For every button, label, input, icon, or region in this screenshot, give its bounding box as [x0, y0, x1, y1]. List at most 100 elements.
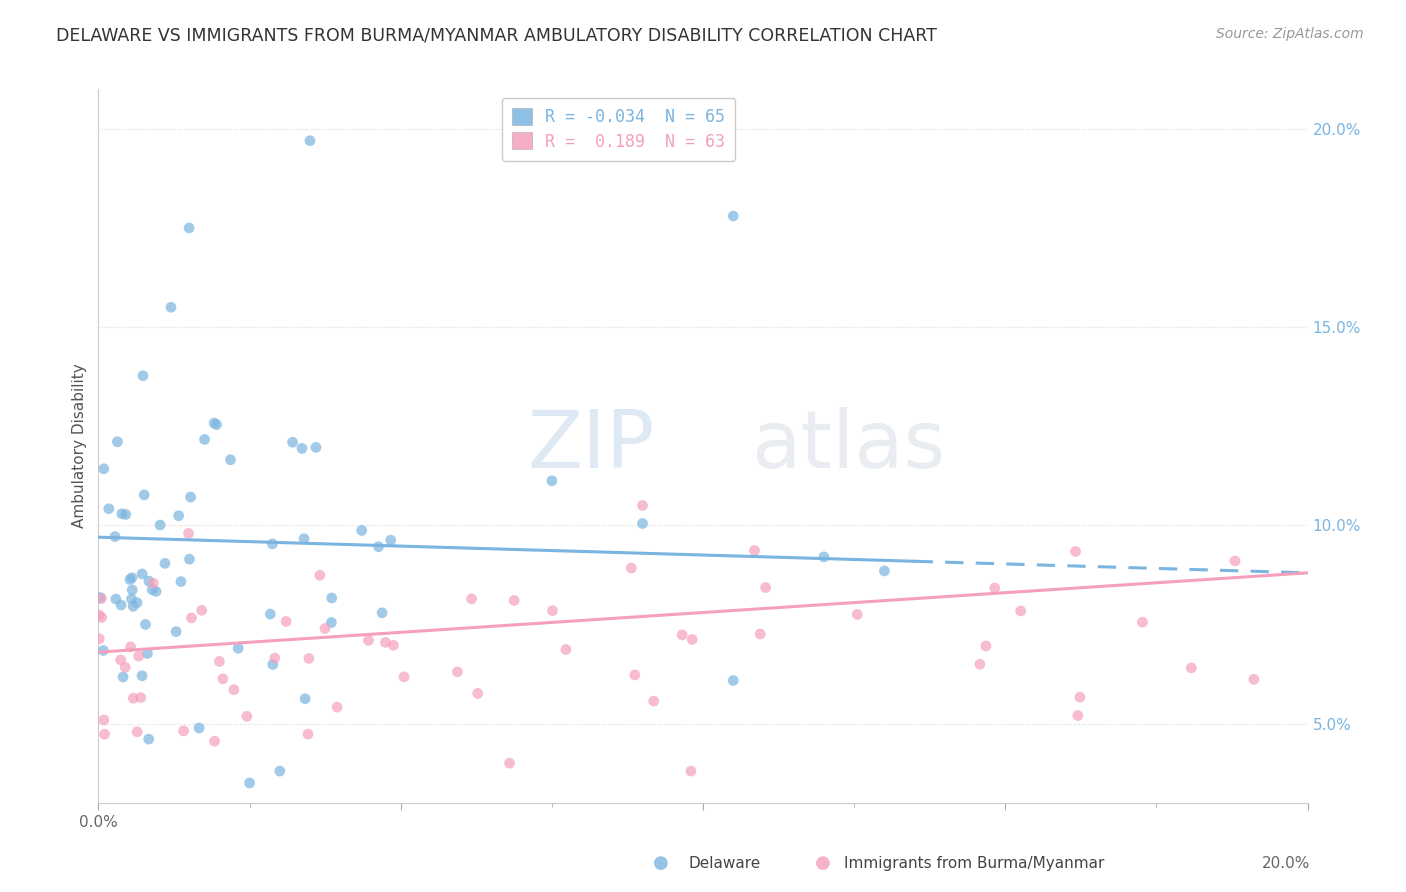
Point — [112, 670, 135, 684]
Point — [107, 434, 129, 449]
Point — [749, 627, 772, 641]
Point — [141, 582, 163, 597]
Point — [153, 557, 176, 571]
Point — [180, 611, 202, 625]
Point — [540, 474, 562, 488]
Point — [177, 526, 200, 541]
Point — [298, 651, 321, 665]
Point — [631, 516, 654, 531]
Point — [321, 615, 343, 630]
Point — [744, 543, 766, 558]
Point — [194, 433, 217, 447]
Point — [679, 764, 702, 778]
Point — [1132, 615, 1154, 630]
Point — [114, 660, 136, 674]
Point — [308, 568, 330, 582]
Point — [110, 653, 132, 667]
Text: Delaware: Delaware — [689, 856, 761, 871]
Point — [969, 657, 991, 672]
Point — [170, 574, 193, 589]
Point — [188, 721, 211, 735]
Text: atlas: atlas — [751, 407, 946, 485]
Point — [205, 417, 228, 432]
Point — [392, 670, 415, 684]
Point — [93, 643, 115, 657]
Point — [984, 581, 1007, 595]
Point — [1064, 544, 1087, 558]
Point — [371, 606, 394, 620]
Point — [1067, 708, 1090, 723]
Point — [179, 221, 201, 235]
Point — [138, 574, 160, 588]
Point — [90, 610, 112, 624]
Point — [114, 508, 136, 522]
Text: ZIP: ZIP — [527, 407, 655, 485]
Point — [974, 639, 997, 653]
Point — [136, 647, 159, 661]
Point — [846, 607, 869, 622]
Point — [1180, 661, 1202, 675]
Point — [236, 709, 259, 723]
Point — [382, 638, 405, 652]
Point — [681, 632, 703, 647]
Point — [122, 599, 145, 614]
Point — [138, 732, 160, 747]
Point — [326, 700, 349, 714]
Point — [149, 518, 172, 533]
Point — [755, 581, 778, 595]
Point — [93, 727, 115, 741]
Point — [145, 584, 167, 599]
Point — [1069, 690, 1091, 705]
Point — [305, 441, 328, 455]
Point — [263, 651, 285, 665]
Point — [202, 416, 225, 430]
Text: ●: ● — [652, 855, 669, 872]
Point — [90, 591, 112, 606]
Point — [374, 635, 396, 649]
Point — [723, 209, 745, 223]
Text: Source: ZipAtlas.com: Source: ZipAtlas.com — [1216, 27, 1364, 41]
Point — [503, 593, 526, 607]
Legend: R = -0.034  N = 65, R =  0.189  N = 63: R = -0.034 N = 65, R = 0.189 N = 63 — [502, 97, 735, 161]
Point — [110, 598, 132, 612]
Point — [671, 628, 693, 642]
Text: Immigrants from Burma/Myanmar: Immigrants from Burma/Myanmar — [844, 856, 1104, 871]
Point — [631, 499, 654, 513]
Point — [620, 561, 643, 575]
Point — [446, 665, 468, 679]
Point — [93, 713, 115, 727]
Point — [297, 727, 319, 741]
Point — [190, 603, 212, 617]
Point — [259, 607, 281, 621]
Point — [350, 524, 373, 538]
Point — [643, 694, 665, 708]
Point — [165, 624, 187, 639]
Point — [122, 691, 145, 706]
Point — [131, 669, 153, 683]
Point — [129, 690, 152, 705]
Point — [167, 508, 190, 523]
Point — [208, 654, 231, 668]
Point — [121, 582, 143, 597]
Point — [262, 537, 284, 551]
Point — [104, 530, 127, 544]
Point — [134, 617, 156, 632]
Point — [131, 566, 153, 581]
Point — [813, 549, 835, 564]
Point — [314, 622, 336, 636]
Point — [1223, 554, 1246, 568]
Point — [132, 368, 155, 383]
Text: ●: ● — [814, 855, 831, 872]
Point — [299, 134, 322, 148]
Point — [380, 533, 402, 548]
Point — [222, 682, 245, 697]
Point — [134, 488, 156, 502]
Point — [723, 673, 745, 688]
Point — [460, 591, 482, 606]
Point — [321, 591, 343, 605]
Text: 20.0%: 20.0% — [1263, 856, 1310, 871]
Point — [121, 571, 143, 585]
Point — [89, 591, 111, 605]
Point — [281, 435, 304, 450]
Point — [276, 615, 298, 629]
